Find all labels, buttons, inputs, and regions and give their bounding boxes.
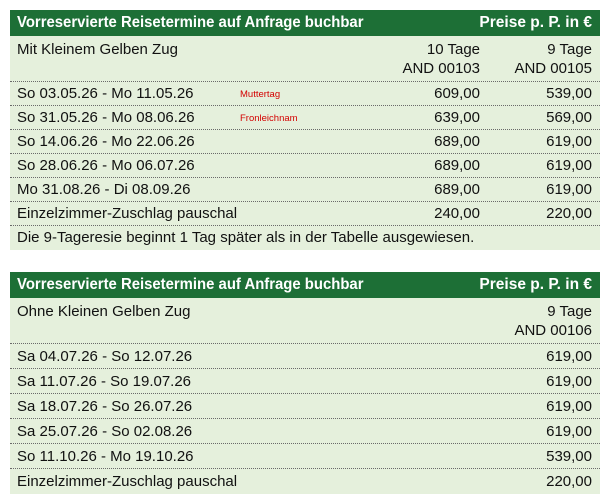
price-unit-label: Preise p. P. in € [479,276,592,293]
column-code-00106: AND 00106 [514,322,592,339]
holiday-note: Fronleichnam [240,113,298,124]
table-subheader: Ohne Kleinen Gelben Zug 9 Tage AND 00106 [10,298,600,344]
table-row: Sa 25.07.26 - So 02.08.26 619,00 [10,419,600,444]
price-9-days: 619,00 [546,157,592,174]
variant-label: Mit Kleinem Gelben Zug [17,41,178,58]
price-10-days: 689,00 [434,181,480,198]
price-unit-label: Preise p. P. in € [479,14,592,31]
table-row: So 31.05.26 - Mo 08.06.26 Fronleichnam 6… [10,106,600,130]
variant-label: Ohne Kleinen Gelben Zug [17,303,191,320]
price-10-days: 639,00 [434,109,480,126]
table-header: Vorreservierte Reisetermine auf Anfrage … [10,272,600,298]
price-9-days: 619,00 [546,181,592,198]
surcharge-label: Einzelzimmer-Zuschlag pauschal [17,205,238,222]
footnote: Die 9-Tageresie beginnt 1 Tag später als… [17,229,475,246]
date-range: So 11.10.26 - Mo 19.10.26 [17,448,194,465]
price-10-days: 689,00 [434,157,480,174]
column-duration-10: 10 Tage [426,41,480,58]
table-row: Sa 18.07.26 - So 26.07.26 619,00 [10,394,600,419]
price-9-days: 619,00 [546,398,592,415]
date-range: So 31.05.26 - Mo 08.06.26 [17,109,195,126]
date-range: So 03.05.26 - Mo 11.05.26 [17,85,194,102]
table-row: So 03.05.26 - Mo 11.05.26 Muttertag 609,… [10,82,600,106]
price-9-days: 569,00 [546,109,592,126]
column-code-00105: AND 00105 [514,60,592,77]
date-range: Sa 04.07.26 - So 12.07.26 [17,348,193,365]
price-9-days: 539,00 [546,448,592,465]
table-row: So 28.06.26 - Mo 06.07.26 689,00 619,00 [10,154,600,178]
date-range: Sa 18.07.26 - So 26.07.26 [17,398,193,415]
price-9-days: 619,00 [546,373,592,390]
surcharge-label: Einzelzimmer-Zuschlag pauschal [17,473,238,490]
table-row: So 14.06.26 - Mo 22.06.26 689,00 619,00 [10,130,600,154]
surcharge-price-10-days: 240,00 [434,205,480,222]
table-title: Vorreservierte Reisetermine auf Anfrage … [17,276,364,293]
date-range: Sa 11.07.26 - So 19.07.26 [17,373,192,390]
price-9-days: 539,00 [546,85,592,102]
surcharge-row: Einzelzimmer-Zuschlag pauschal 220,00 [10,469,600,494]
date-range: So 14.06.26 - Mo 22.06.26 [17,133,195,150]
date-range: So 28.06.26 - Mo 06.07.26 [17,157,195,174]
column-code-00103: AND 00103 [402,60,480,77]
price-9-days: 619,00 [546,423,592,440]
price-table-without-train: Vorreservierte Reisetermine auf Anfrage … [10,272,600,494]
table-row: So 11.10.26 - Mo 19.10.26 539,00 [10,444,600,469]
date-range: Sa 25.07.26 - So 02.08.26 [17,423,193,440]
table-header: Vorreservierte Reisetermine auf Anfrage … [10,10,600,36]
table-row: Sa 11.07.26 - So 19.07.26 619,00 [10,369,600,394]
table-title: Vorreservierte Reisetermine auf Anfrage … [17,14,364,31]
surcharge-price-9-days: 220,00 [546,205,592,222]
column-duration-9: 9 Tage [547,303,592,320]
table-row: Sa 04.07.26 - So 12.07.26 619,00 [10,344,600,369]
table-row: Mo 31.08.26 - Di 08.09.26 689,00 619,00 [10,178,600,202]
date-range: Mo 31.08.26 - Di 08.09.26 [17,181,191,198]
surcharge-row: Einzelzimmer-Zuschlag pauschal 240,00 22… [10,202,600,226]
column-duration-9: 9 Tage [547,41,592,58]
price-9-days: 619,00 [546,348,592,365]
price-table-with-train: Vorreservierte Reisetermine auf Anfrage … [10,10,600,250]
surcharge-price-9-days: 220,00 [546,473,592,490]
price-9-days: 619,00 [546,133,592,150]
table-subheader: Mit Kleinem Gelben Zug 10 Tage AND 00103… [10,36,600,82]
footnote-row: Die 9-Tageresie beginnt 1 Tag später als… [10,226,600,250]
holiday-note: Muttertag [240,89,281,100]
price-10-days: 609,00 [434,85,480,102]
price-10-days: 689,00 [434,133,480,150]
